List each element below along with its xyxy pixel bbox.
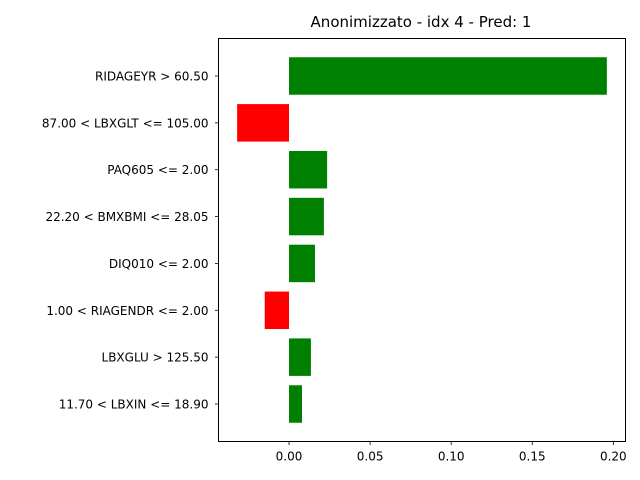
bar-4 (289, 244, 315, 283)
plot-frame (218, 38, 626, 442)
x-tick-label-0: 0.00 (276, 450, 303, 464)
x-tick-label-3: 0.15 (519, 450, 546, 464)
x-tick-label-4: 0.20 (600, 450, 627, 464)
y-tick-label-5: 1.00 < RIAGENDR <= 2.00 (46, 304, 208, 318)
x-tick-label-1: 0.05 (357, 450, 384, 464)
bars-group (237, 57, 607, 423)
bar-0 (289, 57, 607, 95)
y-tick-label-6: LBXGLU > 125.50 (102, 351, 209, 365)
bar-7 (289, 385, 303, 423)
bar-2 (289, 150, 328, 189)
x-tick-label-2: 0.10 (438, 450, 465, 464)
y-tick-label-0: RIDAGEYR > 60.50 (95, 69, 209, 83)
y-tick-label-3: 22.20 < BMXBMI <= 28.05 (45, 210, 208, 224)
chart-title: Anonimizzato - idx 4 - Pred: 1 (311, 13, 532, 31)
y-tick-label-4: DIQ010 <= 2.00 (109, 257, 209, 271)
y-axis: RIDAGEYR > 60.50 87.00 < LBXGLT <= 105.00… (42, 69, 219, 412)
bar-5 (264, 291, 290, 330)
bar-1 (237, 104, 290, 142)
y-tick-label-2: PAQ605 <= 2.00 (107, 163, 208, 177)
bar-6 (289, 338, 311, 376)
y-tick-label-1: 87.00 < LBXGLT <= 105.00 (42, 116, 209, 130)
x-axis: 0.00 0.05 0.10 0.15 0.20 (276, 441, 627, 464)
bar-3 (289, 197, 324, 236)
y-tick-label-7: 11.70 < LBXIN <= 18.90 (59, 398, 209, 412)
